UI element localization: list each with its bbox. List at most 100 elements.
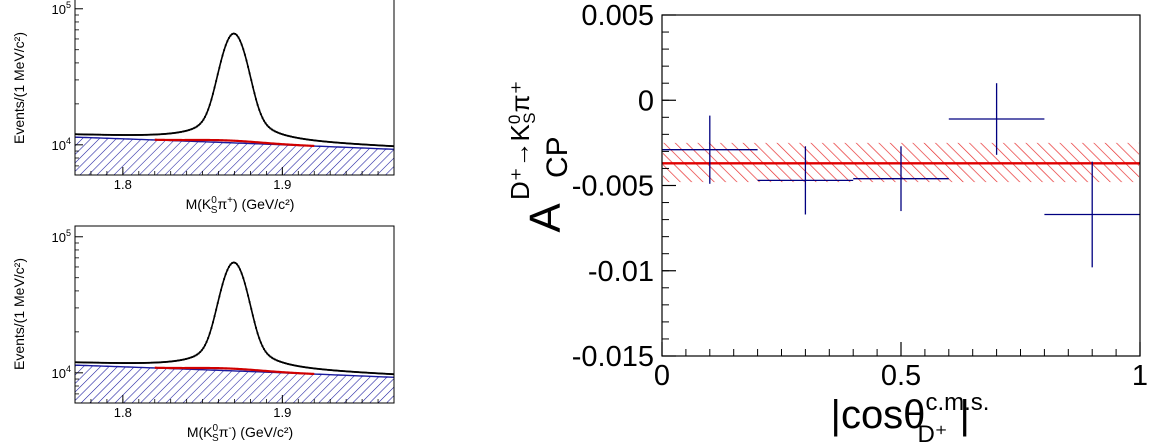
hist-top-data-point xyxy=(116,134,119,136)
hist-bottom-data-point xyxy=(247,294,249,297)
hist-bottom-xlabel-charge: - xyxy=(228,423,231,434)
acp-ylabel-sub: CP xyxy=(541,136,574,178)
hist-top-data-point xyxy=(92,133,95,136)
hist-bottom-data-point xyxy=(194,354,197,357)
hist-top-data-point xyxy=(325,140,328,143)
hist-top-data-point xyxy=(208,103,211,106)
hist-bottom-data-point xyxy=(208,332,211,335)
hist-top-data-point xyxy=(331,141,334,144)
hist-bottom-ylabel: Events/(1 MeV/c²) xyxy=(11,258,27,370)
hist-bottom-data-point xyxy=(154,361,157,364)
hist-bottom-data-point xyxy=(240,272,243,275)
hist-bottom-data-point xyxy=(220,289,222,292)
hist-bottom-data-point xyxy=(200,349,203,352)
hist-bottom-data-point xyxy=(264,350,267,353)
hist-top-data-point xyxy=(153,133,155,136)
hist-top-data-point xyxy=(239,39,241,42)
hist-bottom-data-point xyxy=(122,362,125,364)
hist-top-data-point xyxy=(349,142,352,145)
hist-bottom-data-point xyxy=(258,337,261,340)
hist-top-data-point xyxy=(295,136,297,139)
hist-top-xlabel-charge: + xyxy=(227,195,233,206)
hist-top-data-point xyxy=(377,144,380,147)
hist-top-data-point xyxy=(162,133,165,135)
hist-top-data-point xyxy=(376,144,379,147)
hist-top-ytick-base: 10 xyxy=(52,138,66,153)
hist-top-data-point xyxy=(78,133,80,136)
hist-bottom-data-point xyxy=(129,362,131,364)
hist-top-data-point xyxy=(81,133,84,136)
hist-bottom-data-point xyxy=(272,357,275,360)
acp-data-point xyxy=(1044,161,1140,268)
hist-bottom-data-point xyxy=(181,358,184,361)
hist-bottom-data-point xyxy=(232,261,235,264)
hist-bottom-data-point xyxy=(362,371,364,374)
hist-bottom-data-point xyxy=(259,341,262,344)
hist-bottom-data-point xyxy=(255,326,257,329)
acp-data-point xyxy=(662,115,758,184)
hist-top-data-point xyxy=(143,133,146,136)
acp-xtick-label: 0.5 xyxy=(881,360,921,392)
hist-bottom-data-point xyxy=(253,320,256,323)
hist-top-data-point xyxy=(175,131,178,134)
hist-top-data-point xyxy=(312,139,315,142)
hist-bottom-ytick-exp: 4 xyxy=(66,364,71,374)
hist-bottom-data-point xyxy=(354,371,356,373)
hist-top-data-point xyxy=(138,134,141,136)
hist-bottom-data-point xyxy=(263,348,265,350)
hist-bottom-data-point xyxy=(105,361,107,364)
hist-bottom-data-point xyxy=(315,367,318,370)
hist-bottom-data-point xyxy=(248,301,251,304)
hist-bottom-data-point xyxy=(306,366,308,369)
hist-top-data-point xyxy=(323,140,326,143)
hist-bottom-data-point xyxy=(130,362,133,364)
hist-top-data-point xyxy=(240,43,243,46)
hist-bottom-data-point xyxy=(189,356,192,359)
hist-bottom-data-point xyxy=(89,361,92,364)
hist-top-data-point xyxy=(306,138,308,141)
hist-top-data-point xyxy=(326,140,329,143)
hist-top-data-point xyxy=(122,134,125,136)
hist-bottom-plot-area xyxy=(74,261,395,403)
hist-bottom-peaking-background-line xyxy=(154,366,315,376)
hist-top-xlabel: M(K0 Sπ+) (GeV/c²) xyxy=(186,195,295,216)
acp-xtick-label: 0 xyxy=(654,360,670,392)
hist-top-data-point xyxy=(95,133,98,136)
hist-bottom-data-point xyxy=(295,364,297,367)
hist-bottom-data-point xyxy=(333,369,336,372)
hist-bottom-data-point xyxy=(176,359,179,362)
hist-top-data-point xyxy=(264,122,267,125)
hist-bottom-data-point xyxy=(285,362,288,365)
hist-top-data-point xyxy=(199,122,202,125)
hist-top-data-point xyxy=(307,138,310,141)
hist-top-data-point xyxy=(210,98,213,101)
hist-top-data-point xyxy=(279,132,281,135)
hist-top-data-point xyxy=(235,34,238,37)
hist-bottom-data-point xyxy=(299,365,302,368)
hist-top-data-point xyxy=(186,129,189,132)
hist-bottom-data-point xyxy=(318,368,321,370)
hist-top-data-point xyxy=(290,135,293,138)
acp-ylabel: A CP D⁺→K0Sπ⁺ xyxy=(505,81,574,233)
hist-bottom-data-point xyxy=(127,362,130,364)
hist-bottom-data-point xyxy=(132,362,135,364)
hist-top-data-point xyxy=(271,128,273,131)
hist-bottom-data-point xyxy=(159,361,162,364)
hist-bottom-data-point xyxy=(307,366,310,369)
hist-bottom-data-point xyxy=(279,360,281,363)
hist-top-data-point xyxy=(355,143,358,145)
hist-bottom-data-point xyxy=(261,345,264,347)
hist-bottom-data-point xyxy=(314,367,316,370)
hist-bottom-data-point xyxy=(280,361,283,363)
hist-top-xlabel-sub: S xyxy=(211,205,218,216)
hist-top-data-point xyxy=(350,142,353,145)
hist-top-data-point xyxy=(263,119,265,122)
hist-bottom-data-point xyxy=(84,361,87,364)
hist-top-data-point xyxy=(328,141,331,143)
hist-bottom-data-point xyxy=(210,327,213,330)
hist-bottom-data-point xyxy=(347,370,350,373)
hist-top-data-point xyxy=(213,86,216,89)
hist-top-data-point xyxy=(342,142,345,145)
